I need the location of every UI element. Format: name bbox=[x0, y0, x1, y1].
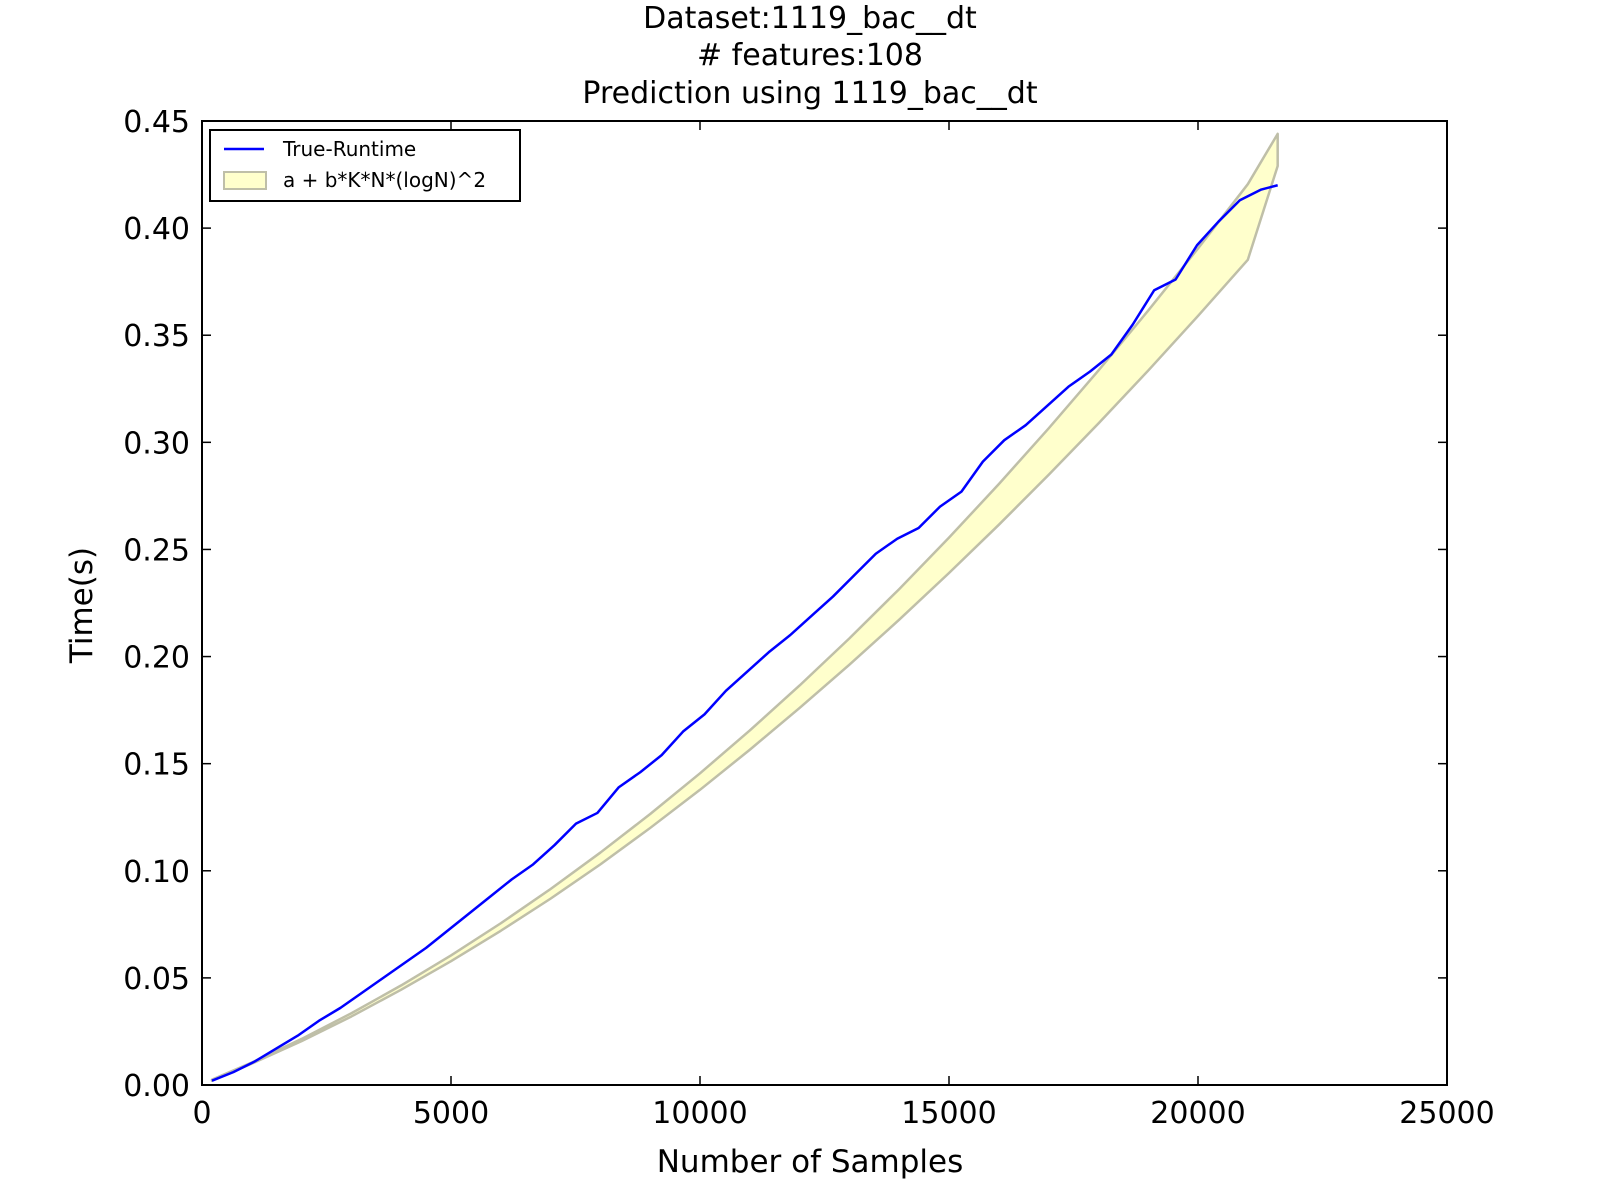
chart-title-line-2: # features:108 bbox=[697, 38, 923, 73]
legend-swatch-fit-band bbox=[223, 171, 267, 190]
chart-title-line-1: Dataset:1119_bac__dt bbox=[643, 1, 977, 36]
chart-title-line-3: Prediction using 1119_bac__dt bbox=[582, 76, 1037, 111]
y-tick-label: 0.20 bbox=[123, 641, 190, 676]
y-tick-label: 0.15 bbox=[123, 748, 190, 783]
x-tick-label: 20000 bbox=[1150, 1096, 1245, 1131]
x-tick-label: 0 bbox=[192, 1096, 211, 1131]
y-tick-label: 0.05 bbox=[123, 962, 190, 997]
y-tick-label: 0.10 bbox=[123, 855, 190, 890]
y-tick-label: 0.30 bbox=[123, 426, 190, 461]
x-tick-label: 25000 bbox=[1399, 1096, 1494, 1131]
axis-ticks: 0 5000 10000 15000 20000 25000 0.00 0.05 0.10 0.1… bbox=[123, 105, 1495, 1131]
y-tick-label: 0.00 bbox=[123, 1069, 190, 1104]
x-axis-label: Number of Samples bbox=[657, 1144, 964, 1180]
legend-label-true-runtime: True-Runtime bbox=[282, 137, 416, 161]
y-tick-label: 0.25 bbox=[123, 533, 190, 568]
y-axis-label: Time(s) bbox=[64, 547, 100, 664]
x-tick-label: 5000 bbox=[413, 1096, 489, 1131]
legend: True-Runtime a + b*K*N*(logN)^2 bbox=[209, 129, 521, 202]
x-tick-label: 10000 bbox=[652, 1096, 747, 1131]
y-tick-label: 0.35 bbox=[123, 319, 190, 354]
plot-frame bbox=[201, 120, 1448, 1086]
chart-title: Dataset:1119_bac__dt # features:108 Pred… bbox=[582, 1, 1037, 111]
plot-area bbox=[210, 132, 1279, 1082]
y-tick-label: 0.45 bbox=[123, 105, 190, 140]
x-tick-label: 15000 bbox=[901, 1096, 996, 1131]
y-tick-label: 0.40 bbox=[123, 212, 190, 247]
series-fit-band bbox=[210, 132, 1279, 1082]
legend-label-fit-band: a + b*K*N*(logN)^2 bbox=[283, 168, 486, 192]
series-true-runtime bbox=[211, 184, 1278, 1082]
